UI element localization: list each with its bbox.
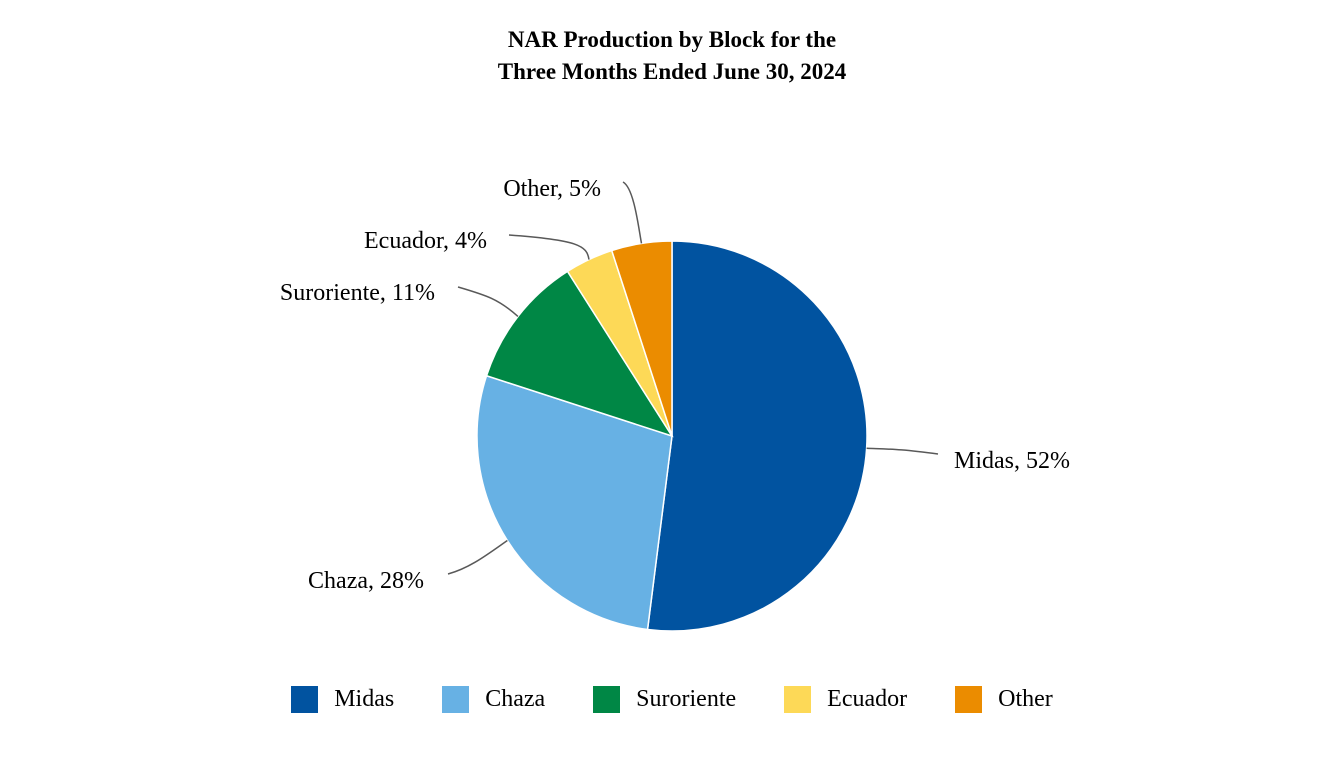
- legend-item-suroriente: Suroriente: [593, 686, 736, 713]
- leader-line-ecuador: [508, 234, 590, 260]
- leader-line-midas: [866, 447, 939, 455]
- leader-line-chaza: [447, 539, 508, 575]
- legend-item-midas: Midas: [291, 686, 394, 713]
- leader-lines: [447, 181, 939, 575]
- legend-swatch-ecuador: [784, 686, 812, 713]
- legend-label-midas: Midas: [334, 686, 395, 712]
- legend-swatch-chaza: [442, 686, 470, 713]
- legend-label-ecuador: Ecuador: [827, 686, 908, 712]
- legend: Midas Chaza Suroriente Ecuador Other: [0, 686, 1344, 713]
- legend-label-suroriente: Suroriente: [636, 686, 737, 712]
- data-label-midas: Midas, 52%: [954, 448, 1070, 474]
- pie-slice-midas: [646, 240, 868, 632]
- legend-swatch-other: [955, 686, 983, 713]
- data-label-ecuador: Ecuador, 4%: [364, 228, 487, 254]
- legend-swatch-suroriente: [593, 686, 621, 713]
- legend-item-other: Other: [955, 686, 1053, 713]
- data-label-suroriente: Suroriente, 11%: [280, 280, 435, 306]
- chart-title-line-1: NAR Production by Block for the: [507, 27, 837, 52]
- data-label-other: Other, 5%: [503, 176, 601, 202]
- legend-swatch-midas: [291, 686, 319, 713]
- slice-labels: Midas, 52% Chaza, 28% Suroriente, 11% Ecuad…: [280, 176, 1070, 594]
- pie-slice-chaza: [476, 374, 673, 631]
- pie-slices: [476, 240, 868, 632]
- pie-slice-suroriente: [485, 270, 674, 438]
- leader-line-suroriente: [457, 286, 519, 318]
- leader-line-other: [622, 181, 643, 244]
- legend-label-chaza: Chaza: [485, 686, 546, 712]
- data-label-chaza: Chaza, 28%: [308, 568, 424, 594]
- pie-slice-other: [610, 240, 673, 437]
- chart-title-line-2: Three Months Ended June 30, 2024: [497, 59, 847, 84]
- legend-item-chaza: Chaza: [442, 686, 545, 713]
- legend-label-other: Other: [998, 686, 1053, 712]
- chart-title: NAR Production by Block for the Three Mo…: [0, 24, 1344, 88]
- legend-item-ecuador: Ecuador: [784, 686, 907, 713]
